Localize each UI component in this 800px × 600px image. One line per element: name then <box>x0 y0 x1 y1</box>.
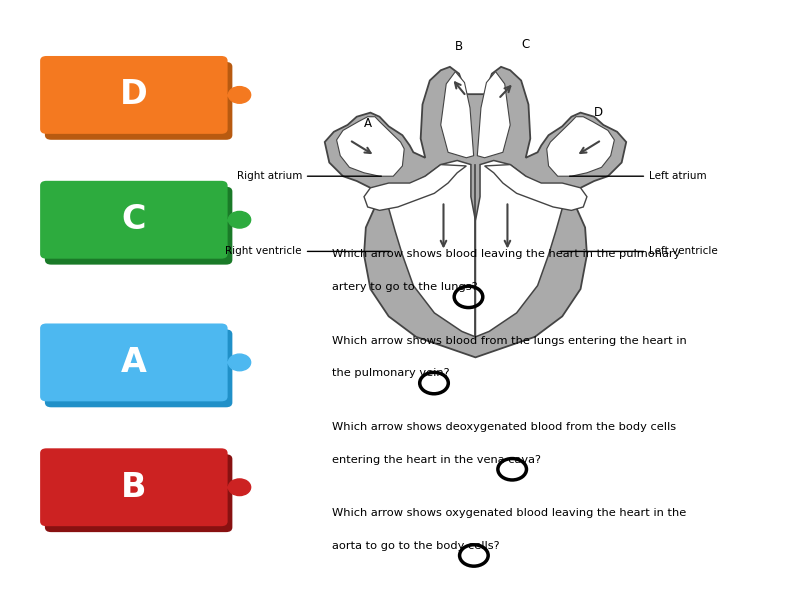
Polygon shape <box>337 117 404 176</box>
Circle shape <box>229 211 250 228</box>
Text: A: A <box>121 346 146 379</box>
Text: Right ventricle: Right ventricle <box>226 247 390 256</box>
Text: Left ventricle: Left ventricle <box>561 247 718 256</box>
Text: B: B <box>121 471 146 504</box>
FancyBboxPatch shape <box>45 454 232 532</box>
Polygon shape <box>475 160 562 337</box>
Text: D: D <box>594 106 603 119</box>
Text: the pulmonary vein?: the pulmonary vein? <box>333 368 450 379</box>
Polygon shape <box>364 164 466 211</box>
FancyBboxPatch shape <box>40 448 228 526</box>
Polygon shape <box>441 71 474 158</box>
Text: B: B <box>455 40 463 53</box>
Text: Which arrow shows blood leaving the heart in the pulmonary: Which arrow shows blood leaving the hear… <box>333 250 681 259</box>
Text: Which arrow shows oxygenated blood leaving the heart in the: Which arrow shows oxygenated blood leavi… <box>333 508 686 518</box>
FancyBboxPatch shape <box>45 187 232 265</box>
FancyBboxPatch shape <box>45 329 232 407</box>
FancyBboxPatch shape <box>40 323 228 401</box>
Polygon shape <box>485 164 587 211</box>
FancyBboxPatch shape <box>40 56 228 134</box>
Text: Which arrow shows deoxygenated blood from the body cells: Which arrow shows deoxygenated blood fro… <box>333 422 677 432</box>
Polygon shape <box>389 160 475 337</box>
FancyBboxPatch shape <box>40 181 228 259</box>
Text: Left atrium: Left atrium <box>570 171 706 181</box>
Text: aorta to go to the body cells?: aorta to go to the body cells? <box>333 541 500 551</box>
Text: Which arrow shows blood from the lungs entering the heart in: Which arrow shows blood from the lungs e… <box>333 335 687 346</box>
FancyBboxPatch shape <box>45 62 232 140</box>
Text: D: D <box>120 79 148 112</box>
Polygon shape <box>546 117 614 176</box>
Text: C: C <box>522 38 530 51</box>
Text: A: A <box>364 117 372 130</box>
Circle shape <box>229 86 250 103</box>
Text: entering the heart in the vena cava?: entering the heart in the vena cava? <box>333 455 542 464</box>
Circle shape <box>229 354 250 371</box>
Polygon shape <box>325 67 626 358</box>
Text: Right atrium: Right atrium <box>237 171 382 181</box>
Text: C: C <box>122 203 146 236</box>
Circle shape <box>229 479 250 496</box>
Text: artery to go to the lungs?: artery to go to the lungs? <box>333 282 478 292</box>
Polygon shape <box>478 71 510 158</box>
